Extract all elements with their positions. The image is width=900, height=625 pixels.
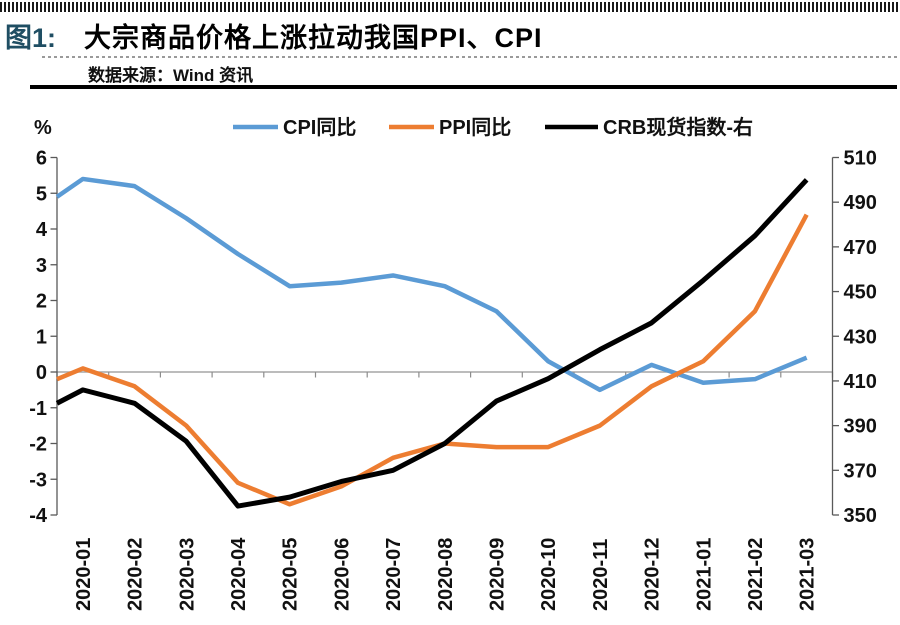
x-axis-label: 2020-09: [486, 538, 508, 611]
legend-label: CPI同比: [283, 116, 356, 139]
y-axis-label-right: 430: [844, 326, 877, 348]
series-line-2: [55, 178, 809, 509]
unit-label: %: [34, 117, 52, 139]
y-axis-label-left: 0: [36, 362, 47, 384]
y-axis-label-left: 1: [36, 326, 47, 348]
x-axis-label: 2020-01: [73, 538, 95, 611]
data-source-label: 数据来源：Wind 资讯: [88, 66, 254, 85]
y-axis-label-left: -3: [29, 469, 47, 491]
x-axis-label: 2020-08: [435, 538, 457, 611]
x-axis-label: 2021-02: [745, 538, 767, 611]
x-axis-label: 2020-06: [331, 538, 353, 611]
x-axis-label: 2020-11: [590, 539, 612, 611]
x-axis-label: 2021-03: [797, 538, 819, 611]
x-axis-label: 2020-12: [642, 538, 664, 611]
y-axis-label-left: 6: [36, 148, 47, 170]
y-axis-label-left: 3: [36, 255, 47, 277]
figure-title: 大宗商品价格上涨拉动我国PPI、CPI: [84, 23, 543, 53]
line-chart: 6 5 4 3 2 1 0 -1 -2 -3 -4 510 490 470 450 430 410 390 370 3…: [29, 115, 877, 611]
y-axis-label-right: 490: [844, 192, 877, 214]
dotted-divider: [42, 56, 897, 58]
y-axis-label-left: -1: [29, 398, 47, 420]
x-axis-label: 2020-05: [280, 538, 302, 611]
y-axis-label-right: 370: [844, 460, 877, 482]
y-axis-label-left: 5: [36, 183, 47, 205]
x-axis-label: 2021-01: [693, 538, 715, 611]
y-axis-label-right: 510: [844, 148, 877, 170]
y-axis-label-right: 350: [844, 505, 877, 527]
y-axis-label-right: 470: [844, 237, 877, 259]
figure-label: 图1:: [5, 23, 57, 53]
header-rule: [30, 85, 897, 89]
y-axis-label-left: -2: [29, 434, 47, 456]
y-axis-label-left: 2: [36, 291, 47, 313]
figure-header: 图1: 大宗商品价格上涨拉动我国PPI、CPI: [5, 16, 543, 55]
x-axis-label: 2020-10: [538, 538, 560, 611]
legend-label: CRB现货指数-右: [603, 115, 753, 139]
series-line-1: [56, 213, 809, 507]
y-axis-label-right: 390: [844, 416, 877, 438]
y-axis-label-right: 410: [844, 371, 877, 393]
y-axis-label-left: -4: [29, 505, 48, 527]
x-axis-label: 2020-03: [176, 538, 198, 611]
legend-label: PPI同比: [439, 116, 511, 139]
y-axis-label-right: 450: [844, 282, 877, 304]
top-dashed-border: [0, 2, 900, 12]
series-line-0: [55, 176, 808, 393]
x-axis-label: 2020-04: [228, 537, 250, 611]
x-axis-label: 2020-02: [125, 538, 147, 611]
x-axis-label: 2020-07: [383, 538, 405, 611]
y-axis-label-left: 4: [36, 219, 48, 241]
